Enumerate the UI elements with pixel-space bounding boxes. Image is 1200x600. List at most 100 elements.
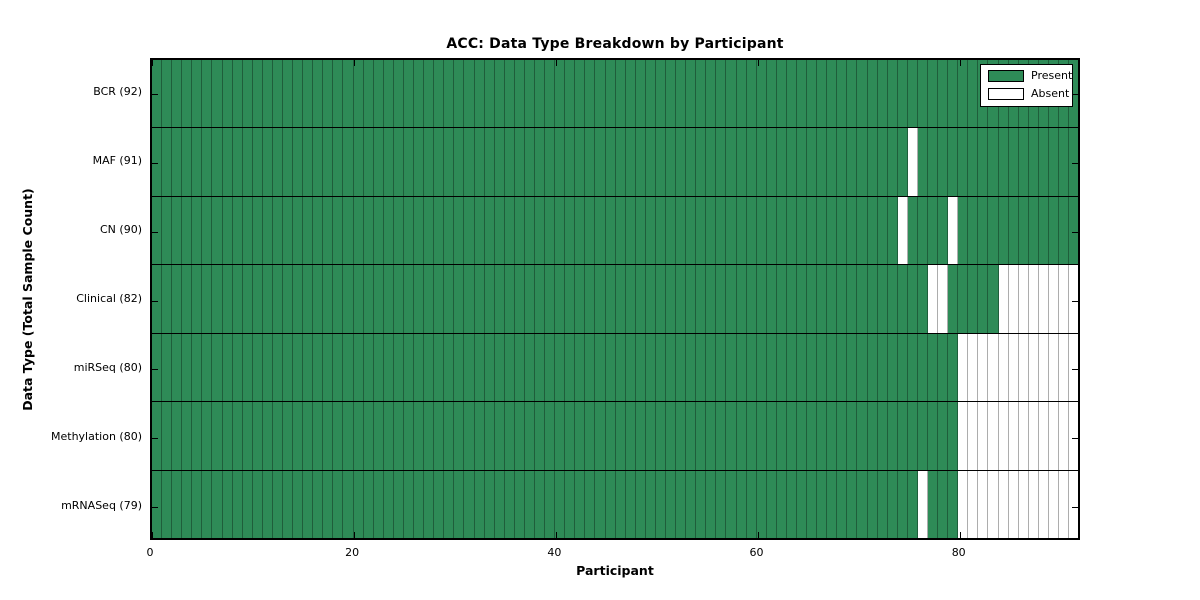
matrix-cell <box>958 402 969 470</box>
matrix-cell <box>998 333 1009 402</box>
matrix-cell <box>252 60 263 128</box>
matrix-cell <box>827 402 838 470</box>
matrix-cell <box>827 196 838 265</box>
matrix-cell <box>222 60 233 128</box>
y-tick-label: BCR (92) <box>93 85 142 99</box>
matrix-cell <box>524 128 535 196</box>
matrix-cell <box>585 60 596 128</box>
x-tick-mark <box>353 60 355 66</box>
matrix-cell <box>172 60 183 128</box>
matrix-cell <box>817 265 828 333</box>
matrix-cell <box>555 333 566 402</box>
matrix-cell <box>766 470 777 538</box>
y-tick-mark <box>152 162 158 164</box>
matrix-cell <box>988 196 999 265</box>
matrix-cell <box>545 470 556 538</box>
matrix-cell <box>1048 470 1060 538</box>
matrix-cell <box>736 402 747 470</box>
matrix-cell <box>222 128 233 196</box>
matrix-cell <box>262 470 273 538</box>
matrix-cell <box>998 265 1009 333</box>
x-tick-mark <box>353 532 355 538</box>
matrix-cell <box>524 470 535 538</box>
matrix-cell <box>313 196 324 265</box>
matrix-cell <box>212 470 223 538</box>
matrix-cell <box>293 470 304 538</box>
matrix-cell <box>393 333 404 402</box>
matrix-cell <box>837 333 848 402</box>
matrix-cell <box>797 265 808 333</box>
matrix-cell <box>272 60 284 128</box>
matrix-cell <box>958 60 969 128</box>
matrix-cell <box>857 128 868 196</box>
matrix-cell <box>696 402 707 470</box>
matrix-cell <box>333 333 344 402</box>
matrix-cell <box>514 333 525 402</box>
matrix-cell <box>797 128 808 196</box>
matrix-cell <box>303 196 314 265</box>
matrix-cell <box>444 333 455 402</box>
matrix-cell <box>565 333 576 402</box>
matrix-cell <box>1028 402 1039 470</box>
matrix-cell <box>827 60 838 128</box>
matrix-cell <box>152 265 163 333</box>
matrix-cell <box>343 60 354 128</box>
matrix-cell <box>938 402 949 470</box>
matrix-cell <box>252 470 263 538</box>
matrix-cell <box>907 60 918 128</box>
matrix-cell <box>928 128 939 196</box>
matrix-cell <box>534 265 546 333</box>
matrix-cell <box>212 128 223 196</box>
matrix-cell <box>978 196 989 265</box>
matrix-cell <box>887 470 898 538</box>
matrix-cell <box>262 402 273 470</box>
matrix-cell <box>928 60 939 128</box>
matrix-cell <box>202 402 213 470</box>
matrix-cell <box>333 470 344 538</box>
matrix-cell <box>1018 196 1029 265</box>
matrix-cell <box>988 265 999 333</box>
matrix-cell <box>746 128 757 196</box>
legend-item-absent: Absent <box>988 88 1069 100</box>
matrix-cell <box>897 333 908 402</box>
matrix-cell <box>1038 265 1049 333</box>
matrix-cell <box>958 265 969 333</box>
x-tick-label: 40 <box>547 546 562 559</box>
matrix-cell <box>545 333 556 402</box>
matrix-cell <box>534 402 546 470</box>
matrix-cell <box>807 128 818 196</box>
legend-item-present: Present <box>988 70 1072 82</box>
matrix-cell <box>232 470 243 538</box>
matrix-cell <box>565 470 576 538</box>
matrix-cell <box>655 470 666 538</box>
matrix-cell <box>635 265 646 333</box>
y-tick-mark <box>152 300 158 302</box>
y-tick-label: mRNASeq (79) <box>61 498 142 512</box>
y-tick-label: CN (90) <box>100 223 142 237</box>
matrix-cell <box>555 265 566 333</box>
matrix-cell <box>363 265 374 333</box>
matrix-cell <box>968 402 979 470</box>
y-tick-label: miRSeq (80) <box>73 360 142 374</box>
matrix-cell <box>454 196 465 265</box>
matrix-cell <box>383 265 394 333</box>
matrix-cell <box>847 60 858 128</box>
matrix-cell <box>343 402 354 470</box>
matrix-cell <box>494 128 505 196</box>
matrix-cell <box>474 402 485 470</box>
matrix-cell <box>514 128 525 196</box>
matrix-cell <box>555 196 566 265</box>
matrix-cell <box>938 60 949 128</box>
y-tick-mark <box>1072 300 1078 302</box>
matrix-cell <box>786 60 797 128</box>
matrix-cell <box>504 402 515 470</box>
matrix-cell <box>313 402 324 470</box>
matrix-cell <box>283 60 294 128</box>
matrix-cell <box>917 60 929 128</box>
matrix-cell <box>736 196 747 265</box>
matrix-cell <box>928 470 939 538</box>
matrix-cell <box>262 196 273 265</box>
matrix-cell <box>766 265 777 333</box>
matrix-cell <box>1038 196 1049 265</box>
y-tick-mark <box>1072 438 1078 440</box>
